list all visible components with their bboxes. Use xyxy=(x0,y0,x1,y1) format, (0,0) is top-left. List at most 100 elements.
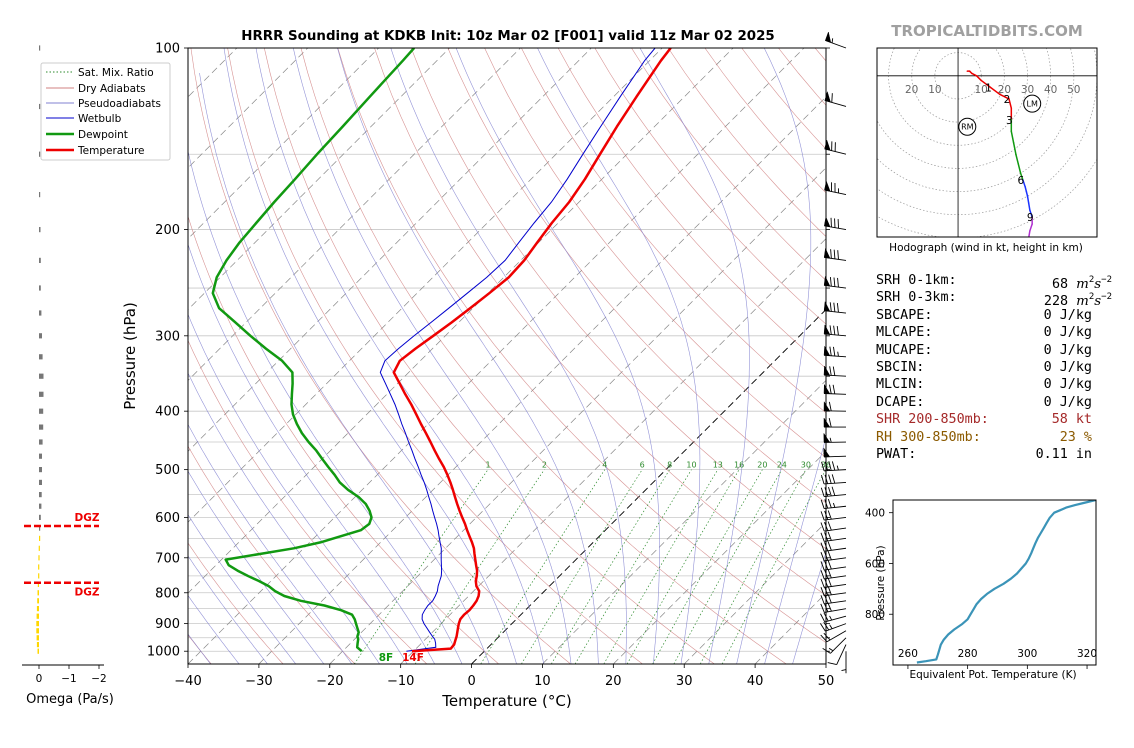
pseudoadiabat xyxy=(188,313,408,664)
theta-e-trace xyxy=(916,500,1096,664)
legend-box xyxy=(40,62,171,161)
barb-staff xyxy=(824,566,847,571)
mixing-ratio-label: 24 xyxy=(777,461,787,470)
isotherm-gridline xyxy=(542,379,826,664)
hodograph-segment xyxy=(1022,179,1026,188)
dry-adiabat xyxy=(521,48,826,414)
omega-bar xyxy=(39,373,44,379)
barb-full xyxy=(828,486,832,497)
pseudoadiabat xyxy=(337,48,599,664)
hodograph-segment xyxy=(1027,202,1031,211)
wind-barb xyxy=(820,569,847,580)
wind-barb xyxy=(824,216,847,231)
wind-barb xyxy=(823,400,847,412)
stat-value: 0 J/kg xyxy=(1043,325,1092,341)
barb-full xyxy=(827,531,832,541)
omega-bar xyxy=(37,590,39,596)
barb-pennant xyxy=(823,417,831,428)
hodograph-trace xyxy=(966,70,1033,237)
wind-barb xyxy=(820,521,847,532)
wind-barb xyxy=(822,637,847,654)
omega-bar xyxy=(36,635,39,641)
barb-full xyxy=(828,417,832,428)
barb-full xyxy=(824,461,829,471)
pseudoadiabat xyxy=(188,470,325,664)
stat-value: 0 J/kg xyxy=(1043,394,1092,410)
barb-full xyxy=(827,498,832,508)
omega-bar xyxy=(39,492,42,498)
dry-adiabat xyxy=(227,48,643,664)
mixing-ratio-label: 1 xyxy=(485,461,490,470)
wind-barbs xyxy=(819,31,847,674)
barb-full xyxy=(824,560,829,570)
skewt-frame xyxy=(187,47,827,665)
hodograph-segment xyxy=(1029,223,1033,232)
barb-full xyxy=(824,487,829,497)
isotherm-gridline xyxy=(188,48,592,452)
barb-half xyxy=(828,647,834,652)
dry-adiabat xyxy=(557,48,826,369)
barb-staff xyxy=(824,583,847,588)
mixing-ratio-line xyxy=(550,469,670,664)
barb-full xyxy=(824,510,829,520)
pseudoadiabat xyxy=(188,372,380,664)
stat-key: RH 300-850mb: xyxy=(876,429,981,445)
barb-full xyxy=(829,346,832,356)
barb-staff xyxy=(824,592,847,597)
barb-half xyxy=(836,465,839,471)
wind-barb xyxy=(823,432,847,443)
x-tick-label: −10 xyxy=(387,674,414,689)
barb-half xyxy=(832,502,836,508)
barb-half xyxy=(841,669,847,672)
barb-full xyxy=(820,603,825,613)
wind-barb xyxy=(823,447,847,458)
barb-full xyxy=(828,401,832,412)
skewt-background-lines xyxy=(188,48,826,664)
barb-full xyxy=(820,499,825,509)
stat-key: SBCAPE: xyxy=(876,307,933,323)
hodograph-ring-labels: 20 10 10 20 30 40 50 xyxy=(905,84,1080,96)
dry-adiabat xyxy=(190,48,571,664)
pseudoadiabat xyxy=(188,423,353,664)
omega-bar xyxy=(39,192,41,198)
stat-value: 0.11 in xyxy=(1035,446,1092,462)
legend-label: Wetbulb xyxy=(78,113,122,125)
omega-bar xyxy=(37,581,39,587)
height-marker: 9 xyxy=(1027,212,1034,224)
y-tick-label: 500 xyxy=(155,463,180,478)
mixing-ratio-label: 4 xyxy=(602,461,607,470)
barb-full xyxy=(820,532,825,542)
stat-pwat: PWAT: 0.11 in xyxy=(876,446,1106,463)
mixing-ratio-line xyxy=(699,469,807,664)
barb-full xyxy=(830,249,832,259)
omega-bar xyxy=(39,503,42,509)
omega-bar xyxy=(39,453,42,459)
omega-tick-label: −1 xyxy=(61,673,76,685)
barb-pennant xyxy=(825,31,832,43)
stat-key: MLCAPE: xyxy=(876,325,933,341)
stat-dcape: DCAPE: 0 J/kg xyxy=(876,394,1106,411)
barb-staff xyxy=(824,537,847,542)
omega-tick-label: 0 xyxy=(36,673,43,685)
hodograph-segment xyxy=(1026,195,1030,204)
hodograph-segment xyxy=(1012,142,1017,156)
wind-barb xyxy=(819,621,847,632)
mixing-ratio-label: 10 xyxy=(686,461,696,470)
hodograph-ring-label: 20 xyxy=(905,84,918,96)
skewt-y-axis-label: Pressure (hPa) xyxy=(121,302,139,410)
x-tick-label: 50 xyxy=(818,674,835,689)
barb-half xyxy=(829,624,833,629)
omega-bar xyxy=(39,45,41,51)
barb-full xyxy=(820,613,826,623)
barb-staff xyxy=(830,637,847,654)
pseudoadiabat xyxy=(764,436,826,664)
barb-full xyxy=(827,569,832,579)
stat-value: 0 J/kg xyxy=(1043,342,1092,358)
barb-half xyxy=(837,351,839,357)
wind-barb xyxy=(823,300,847,314)
stat-key: SHR 200-850mb: xyxy=(876,412,989,428)
stat-value: 0 J/kg xyxy=(1043,377,1092,393)
dry-adiabat xyxy=(447,48,826,504)
dry-adiabat xyxy=(188,445,356,664)
barb-full xyxy=(824,551,829,561)
